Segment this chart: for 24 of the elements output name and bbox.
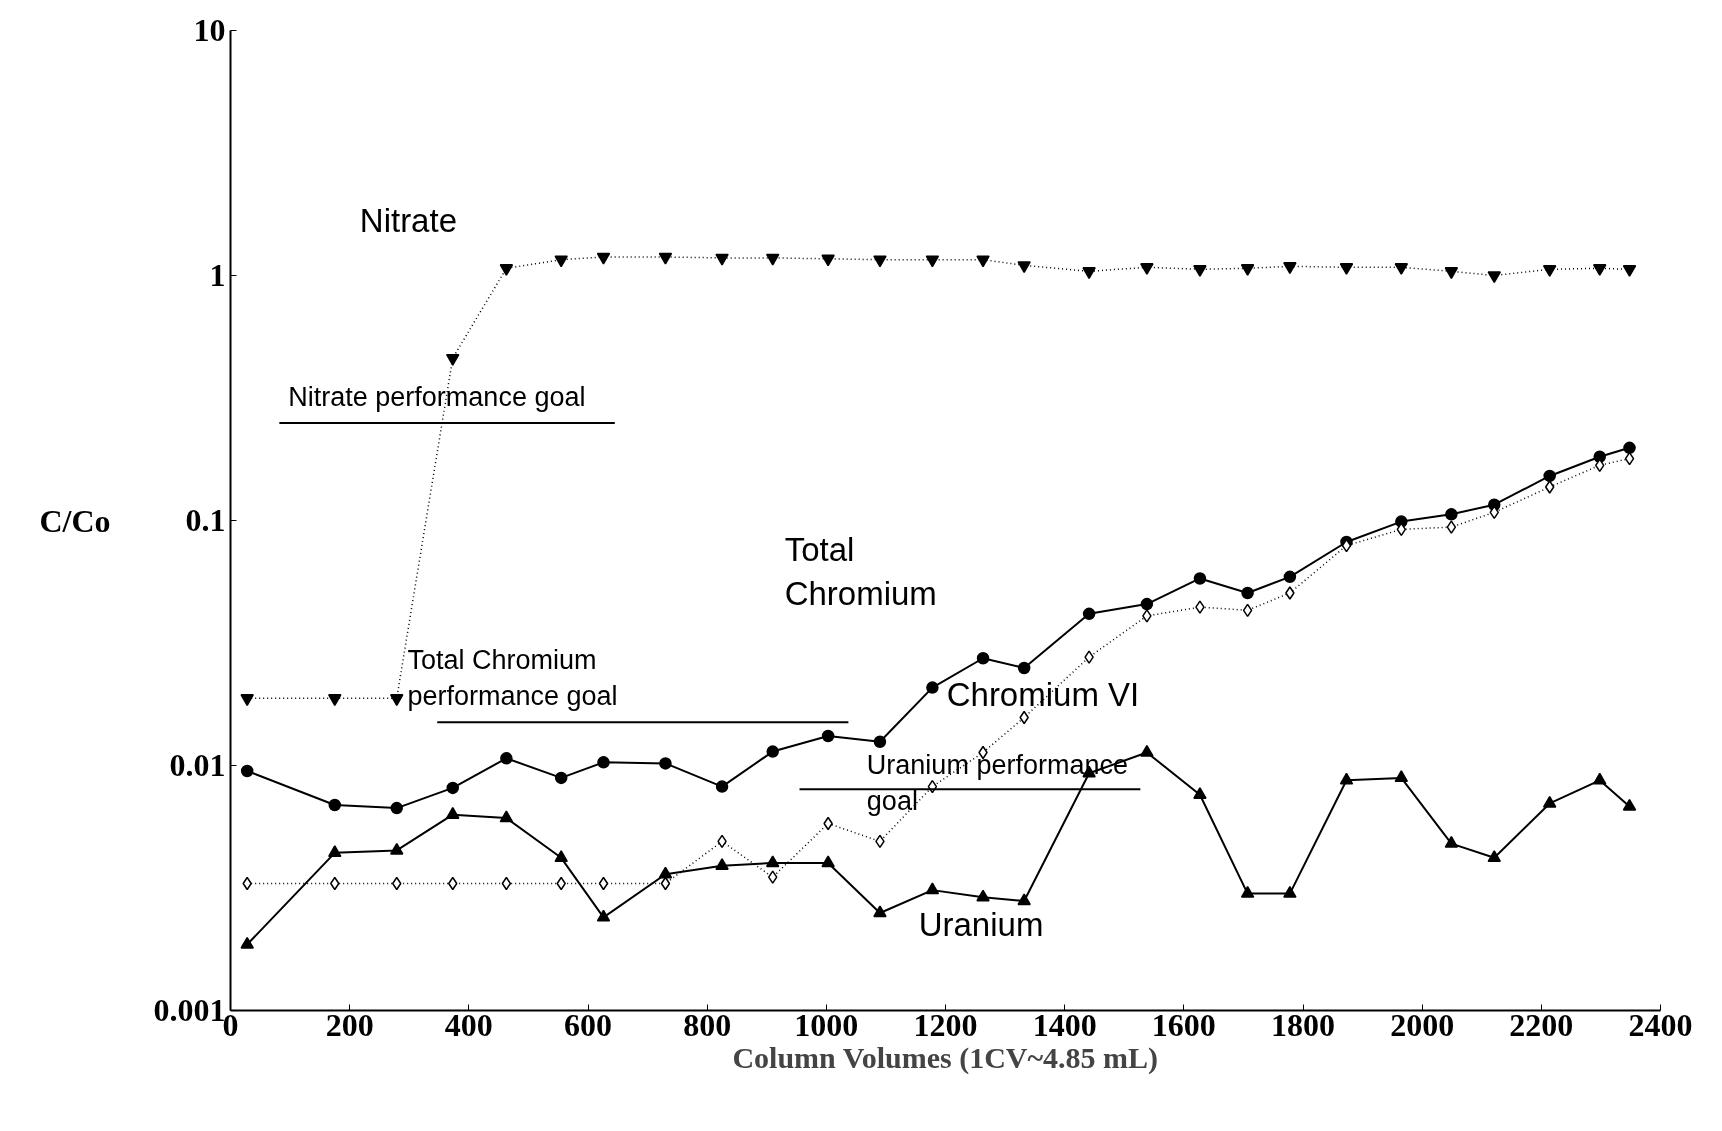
x-tick-label: 200	[325, 1006, 374, 1043]
series-label: Total Chromium performance goal	[407, 644, 618, 711]
y-tick-label: 1	[209, 257, 226, 293]
x-tick-label: 1000	[794, 1006, 859, 1043]
series-label: Uranium	[918, 906, 1044, 944]
x-axis-title: Column Volumes (1CV~4.85 mL)	[732, 1040, 1159, 1075]
series-label: Chromium VI	[946, 676, 1140, 714]
x-tick-label: 2000	[1390, 1006, 1455, 1043]
x-tick-label: 600	[564, 1006, 612, 1043]
y-tick-label: 10	[193, 12, 226, 48]
x-tick-label: 800	[683, 1006, 732, 1043]
series-label: Nitrate	[359, 201, 457, 239]
x-tick-label: 1400	[1032, 1006, 1097, 1043]
series-label: Total Chromium	[784, 530, 937, 613]
series-label: Nitrate performance goal	[288, 381, 586, 412]
x-tick-label: 1800	[1271, 1006, 1335, 1043]
y-tick-label: 0.01	[169, 747, 226, 783]
y-tick-label: 0.1	[185, 502, 226, 538]
x-tick-label: 400	[444, 1006, 493, 1043]
x-tick-label: 2400	[1628, 1006, 1693, 1043]
x-tick-label: 1200	[913, 1006, 978, 1043]
x-tick-label: 1600	[1151, 1006, 1216, 1043]
x-tick-label: 2200	[1509, 1006, 1574, 1043]
y-axis-title: C/Co	[39, 502, 111, 539]
